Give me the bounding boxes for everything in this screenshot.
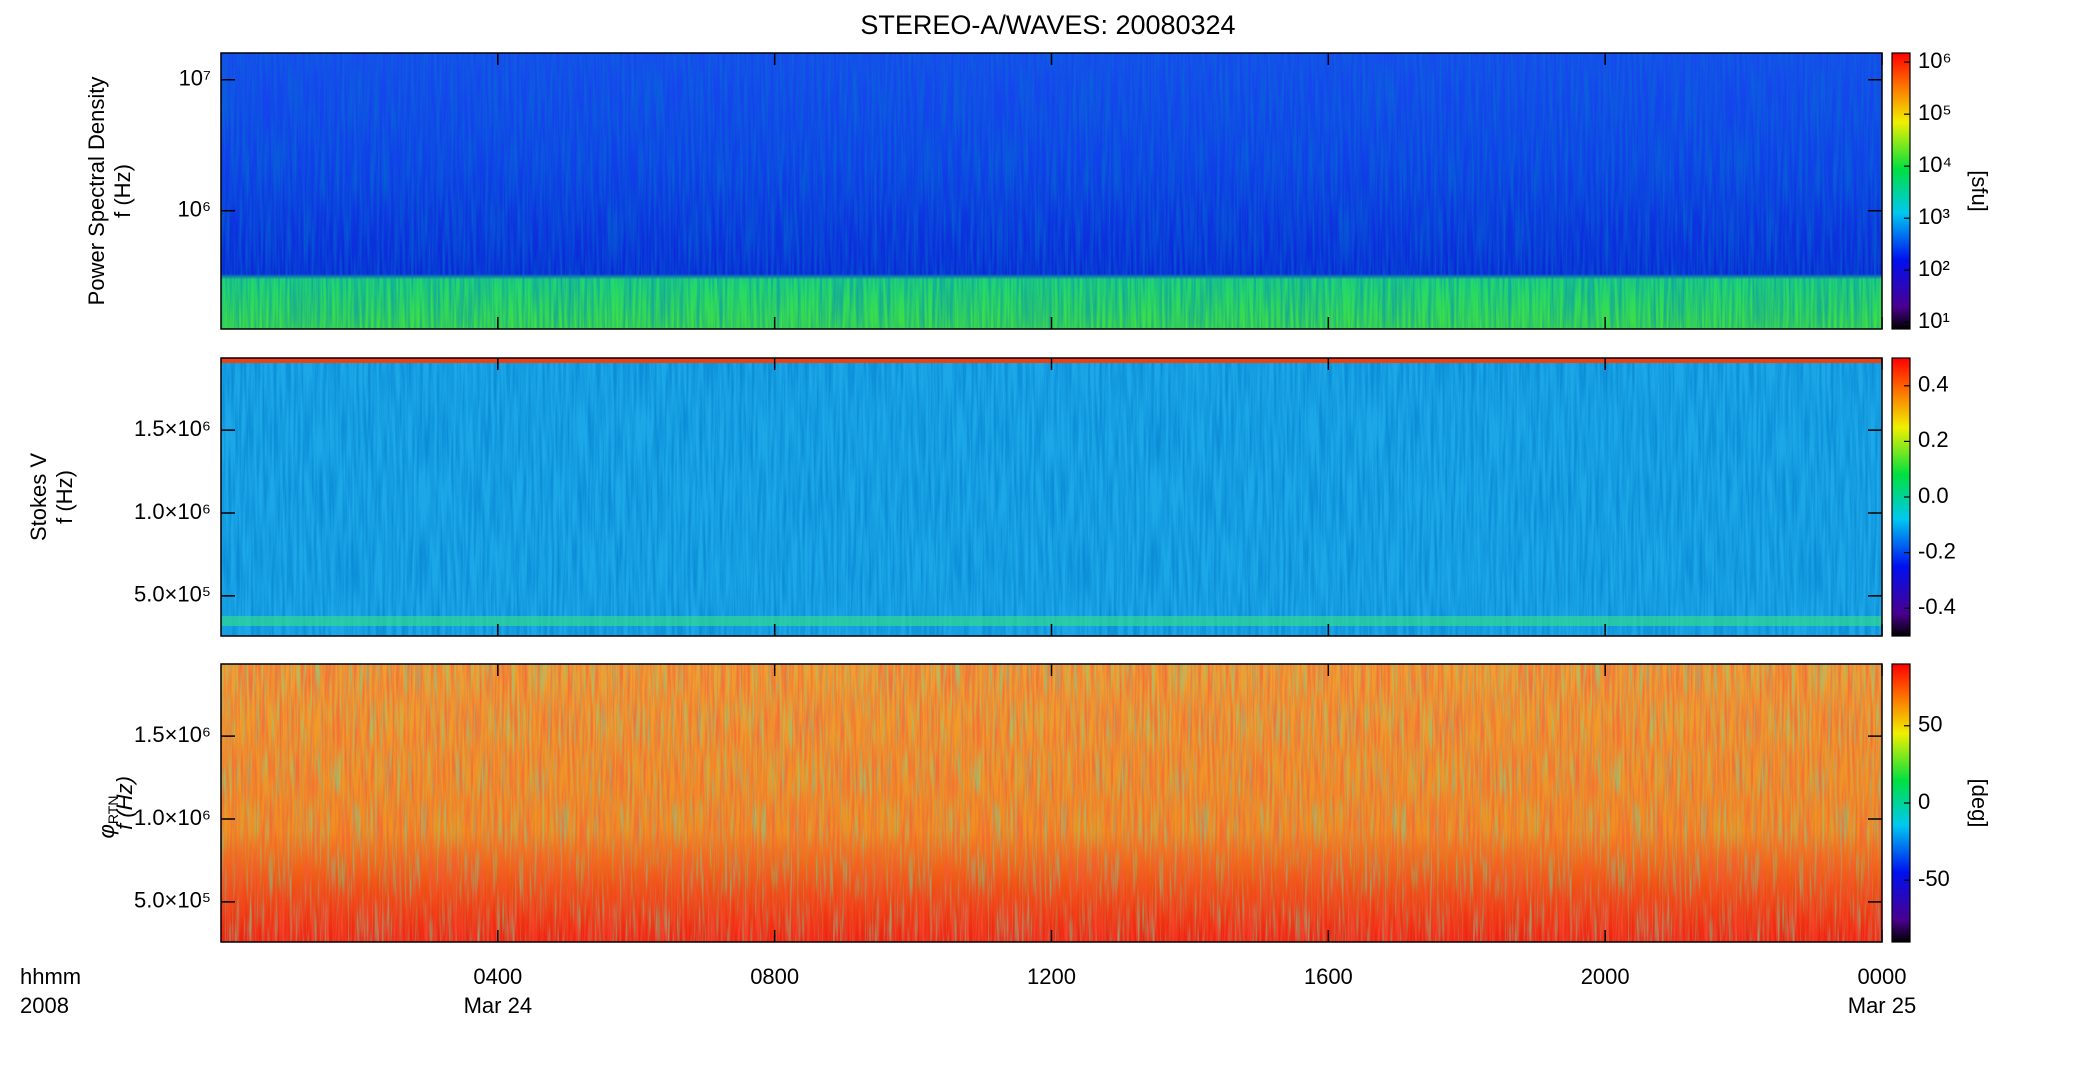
y-label-line: φRTN — [94, 796, 121, 839]
y-tick-label: 1.0×10⁶ — [134, 805, 211, 830]
x-date-label: Mar 24 — [464, 993, 532, 1018]
colorbar-tick-label: 10⁴ — [1918, 152, 1952, 177]
colorbar-tick-label: -0.4 — [1918, 594, 1956, 619]
x-tick-label: 0000 — [1858, 964, 1907, 989]
x-tick-label: 0800 — [750, 964, 799, 989]
y-label-symbol: φ — [94, 824, 119, 838]
y-tick-label: 10⁶ — [177, 197, 211, 222]
spectrogram-texture — [221, 358, 1882, 636]
colorbar-tick-label: 10⁶ — [1918, 48, 1952, 73]
colorbar-tick-label: 10¹ — [1918, 308, 1950, 333]
x-tick-label: 1600 — [1304, 964, 1353, 989]
spectrogram-texture — [221, 664, 1882, 942]
colorbar-tick-label: 0.0 — [1918, 483, 1949, 508]
colorbar-tick-label: -0.2 — [1918, 538, 1956, 563]
y-label-line: f (Hz) — [110, 164, 135, 218]
y-tick-label: 1.0×10⁶ — [134, 499, 211, 524]
colorbar-tick-label: 10² — [1918, 256, 1950, 281]
y-label-line: f (Hz) — [52, 470, 77, 524]
colorbar-tick-label: 0.2 — [1918, 427, 1949, 452]
panel-images — [221, 53, 1882, 942]
x-tick-label: 0400 — [473, 964, 522, 989]
y-tick-label: 5.0×10⁵ — [134, 582, 211, 607]
colorbar-tick-label: 50 — [1918, 712, 1942, 737]
y-tick-label: 5.0×10⁵ — [134, 888, 211, 913]
colorbar-label: [deg] — [1967, 779, 1992, 828]
y-tick-label: 10⁷ — [179, 66, 211, 91]
spectrogram-band — [221, 616, 1882, 626]
y-axis-label: Power Spectral Density f (Hz) — [84, 77, 135, 306]
y-label-subscript: RTN — [105, 796, 121, 825]
colorbar-label: [sfu] — [1967, 170, 1992, 212]
x-tick-label: 2000 — [1581, 964, 1630, 989]
colorbar-tick-label: 10³ — [1918, 204, 1950, 229]
x-tick-label: 1200 — [1027, 964, 1076, 989]
chart-title: STEREO-A/WAVES: 20080324 — [860, 10, 1235, 40]
colorbar-tick-label: 10⁵ — [1918, 100, 1952, 125]
x-axis-label: hhmm — [20, 964, 81, 989]
y-tick-label: 1.5×10⁶ — [134, 416, 211, 441]
y-tick-label: 1.5×10⁶ — [134, 722, 211, 747]
colorbar — [1891, 52, 1911, 330]
x-axis-label: 2008 — [20, 993, 69, 1018]
y-label-line: f (Hz) — [112, 776, 137, 830]
x-date-label: Mar 25 — [1848, 993, 1916, 1018]
colorbar-tick-label: 0.4 — [1918, 372, 1949, 397]
colorbar-tick-label: 0 — [1918, 789, 1930, 814]
colorbar-tick-label: -50 — [1918, 866, 1950, 891]
spectrogram-texture — [221, 53, 1882, 329]
y-label-line: Stokes V — [26, 453, 51, 541]
y-label-line: Power Spectral Density — [84, 77, 109, 306]
